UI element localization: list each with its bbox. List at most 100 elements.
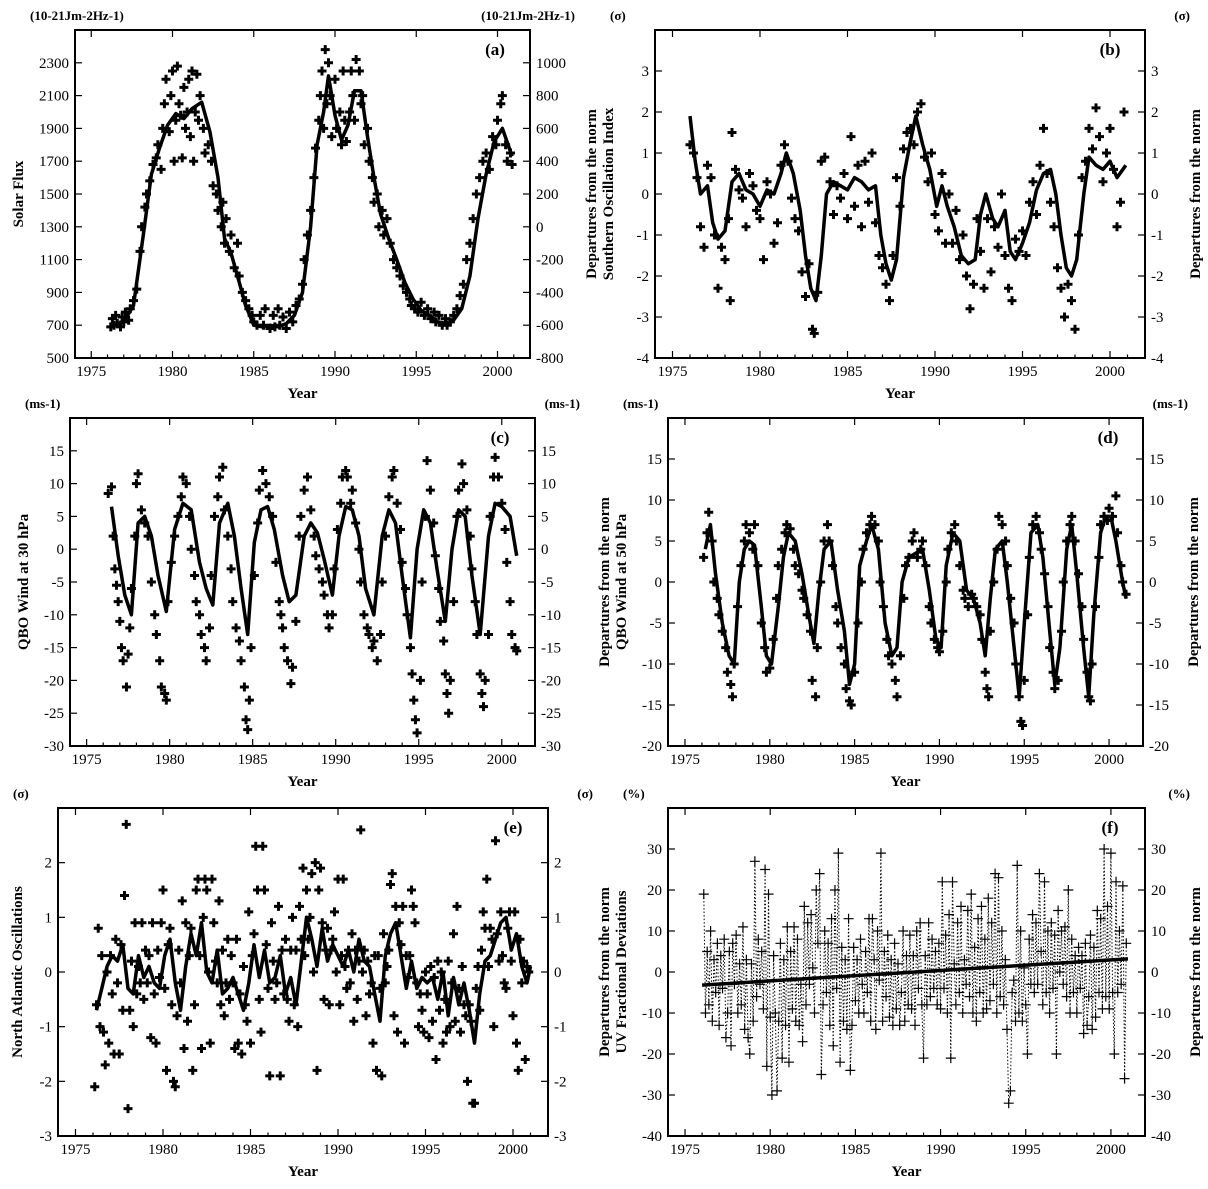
raw-data-point xyxy=(700,1008,711,1018)
data-point xyxy=(354,66,364,76)
data-point xyxy=(468,214,478,224)
x-tick-label: 1990 xyxy=(320,364,350,380)
y-tick-label: -30 xyxy=(642,1088,662,1104)
data-point xyxy=(181,918,191,928)
data-point xyxy=(457,962,467,972)
raw-data-point xyxy=(712,938,723,949)
data-point xyxy=(1021,251,1031,260)
data-point xyxy=(960,593,970,603)
data-point xyxy=(1119,107,1129,117)
raw-data-point xyxy=(947,876,958,887)
raw-data-point xyxy=(1119,1073,1130,1084)
data-point xyxy=(216,1000,226,1010)
raw-data-point xyxy=(925,991,936,1002)
y-axis-label: North Atlantic Oscillations xyxy=(10,886,26,1058)
y-tick-label-right: -600 xyxy=(536,318,564,334)
data-point xyxy=(892,692,902,702)
raw-data-point xyxy=(938,983,949,994)
data-point xyxy=(202,885,212,895)
data-point xyxy=(1053,263,1062,273)
y-tick-label: 0 xyxy=(655,575,663,591)
data-point xyxy=(498,951,507,961)
raw-data-point xyxy=(1019,962,1030,973)
data-point xyxy=(410,918,420,928)
raw-data-point xyxy=(809,1008,820,1018)
data-point xyxy=(149,989,159,999)
data-layer xyxy=(90,819,534,1114)
data-point xyxy=(183,1016,192,1026)
data-point xyxy=(205,623,214,633)
raw-data-point xyxy=(855,934,866,945)
raw-data-point xyxy=(857,979,868,990)
data-point xyxy=(416,297,426,307)
raw-data-point xyxy=(993,872,1004,883)
x-tick-label: 1975 xyxy=(72,752,102,768)
data-point xyxy=(272,978,282,988)
data-point xyxy=(501,983,511,993)
data-point xyxy=(156,164,166,174)
panel-c: 1975 1980 1985 1990 1995 2000 -30 -30 -25 -25 -20 -… xyxy=(16,396,580,790)
data-point xyxy=(731,164,740,174)
data-point xyxy=(389,465,399,475)
data-point xyxy=(727,692,737,702)
data-point xyxy=(769,238,779,248)
data-point xyxy=(335,1000,345,1010)
y-axis-label: Solar Flux xyxy=(11,160,27,227)
data-point xyxy=(177,896,187,906)
raw-data-point xyxy=(1068,987,1079,998)
data-point xyxy=(205,1038,215,1048)
y-tick-label: 2 xyxy=(45,856,53,872)
raw-data-point xyxy=(918,1053,929,1064)
raw-data-point xyxy=(1000,954,1011,965)
raw-data-point xyxy=(1013,1008,1024,1018)
raw-data-point xyxy=(739,1024,750,1035)
raw-data-point xyxy=(717,983,728,994)
data-point xyxy=(273,304,283,314)
x-tick-label: 1980 xyxy=(755,752,785,768)
data-point xyxy=(490,452,500,462)
data-point xyxy=(493,472,503,482)
data-point xyxy=(1091,103,1101,113)
y-tick-label: 900 xyxy=(47,285,70,301)
data-point xyxy=(218,462,228,472)
data-point xyxy=(190,570,200,580)
data-point xyxy=(261,940,271,950)
data-point xyxy=(500,525,510,535)
data-point xyxy=(846,132,856,142)
data-point xyxy=(1111,491,1121,501)
data-point xyxy=(295,901,304,911)
data-point xyxy=(424,1033,434,1043)
raw-data-point xyxy=(962,905,973,916)
unit-label-right: (ms-1) xyxy=(1153,396,1188,411)
data-point xyxy=(958,230,968,240)
data-point xyxy=(833,618,843,628)
data-point xyxy=(963,602,973,612)
raw-data-point xyxy=(996,926,1007,936)
data-point xyxy=(445,1022,455,1032)
raw-data-point xyxy=(777,1053,788,1064)
raw-data-point xyxy=(756,946,767,957)
y-tick-label: 0 xyxy=(57,542,65,558)
data-point xyxy=(463,1076,472,1086)
data-point xyxy=(177,153,187,163)
x-axis-label: Year xyxy=(891,774,921,790)
data-point xyxy=(459,479,469,489)
raw-data-point xyxy=(1061,991,1072,1002)
data-point xyxy=(187,66,197,76)
raw-data-point xyxy=(794,1020,805,1031)
data-point xyxy=(907,536,917,546)
data-point xyxy=(298,863,308,873)
raw-data-point xyxy=(758,1003,769,1014)
data-point xyxy=(159,99,169,109)
data-point xyxy=(435,616,445,626)
raw-data-point xyxy=(749,856,760,867)
data-point xyxy=(704,507,714,517)
data-point xyxy=(184,74,194,84)
data-point xyxy=(349,1016,359,1026)
data-point xyxy=(234,636,244,646)
data-point xyxy=(373,951,383,961)
y-tick-label-right: -30 xyxy=(541,739,561,755)
data-point xyxy=(320,45,330,55)
data-point xyxy=(228,597,238,607)
panel-label: (e) xyxy=(504,818,523,837)
